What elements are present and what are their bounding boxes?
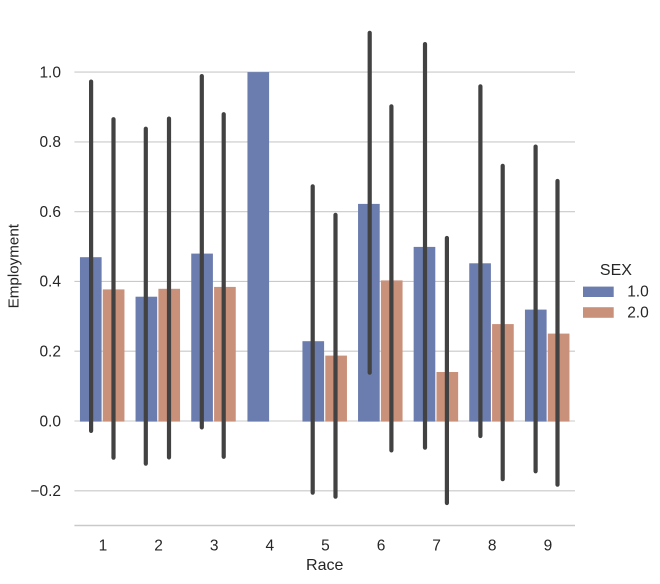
svg-text:0.4: 0.4 [39,274,61,291]
svg-text:7: 7 [432,537,441,554]
svg-text:0.6: 0.6 [39,204,61,221]
svg-text:2.0: 2.0 [627,304,649,321]
svg-text:3: 3 [210,537,219,554]
svg-text:8: 8 [488,537,497,554]
svg-text:5: 5 [321,537,330,554]
svg-text:Employment: Employment [6,223,23,308]
svg-text:4: 4 [265,537,274,554]
svg-text:SEX: SEX [600,262,632,279]
svg-text:1.0: 1.0 [627,284,649,301]
svg-text:0.0: 0.0 [39,413,61,430]
svg-text:0.2: 0.2 [39,344,61,361]
svg-text:1.0: 1.0 [39,64,61,81]
svg-text:6: 6 [377,537,386,554]
svg-text:0.8: 0.8 [39,134,61,151]
svg-text:1: 1 [99,537,108,554]
svg-text:−0.2: −0.2 [30,483,61,500]
svg-text:2: 2 [154,537,163,554]
svg-text:Race: Race [306,557,343,574]
svg-text:9: 9 [544,537,553,554]
